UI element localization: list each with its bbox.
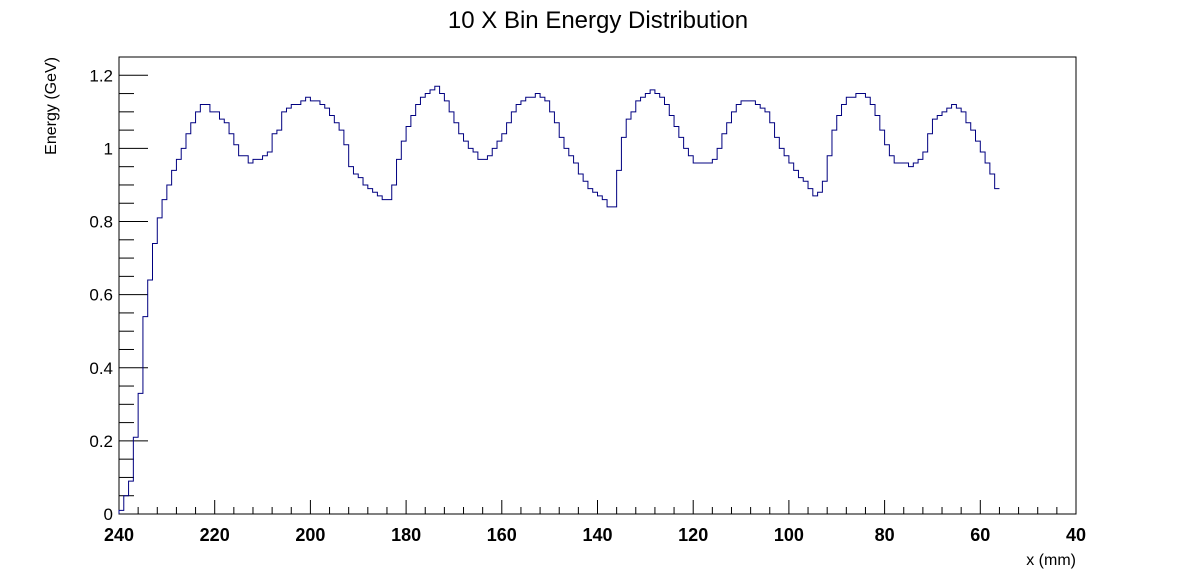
y-axis-label: Energy (GeV): [43, 57, 60, 155]
x-tick-label: 200: [295, 525, 325, 545]
y-tick-label: 0.2: [89, 432, 113, 451]
x-tick-label: 100: [774, 525, 804, 545]
chart-title: 10 X Bin Energy Distribution: [448, 7, 748, 34]
y-tick-label: 0.4: [89, 359, 113, 378]
y-tick-label: 0.6: [89, 286, 113, 305]
x-tick-label: 160: [487, 525, 517, 545]
x-tick-label: 120: [678, 525, 708, 545]
y-tick-label: 1.2: [89, 66, 113, 85]
x-axis-label: x (mm): [1026, 552, 1076, 569]
y-tick-label: 0.8: [89, 213, 113, 232]
x-tick-label: 240: [104, 525, 134, 545]
x-tick-label: 140: [582, 525, 612, 545]
x-tick-label: 80: [875, 525, 895, 545]
y-tick-label: 0: [104, 505, 113, 524]
x-tick-label: 220: [200, 525, 230, 545]
x-tick-label: 180: [391, 525, 421, 545]
x-tick-label: 40: [1066, 525, 1086, 545]
y-tick-label: 1: [104, 139, 113, 158]
histogram-step-line: [118, 85, 1000, 514]
axes-layer: 240 220 200 180 160 140 120 100 80 60 40 0 0.2 0.4 0.6…: [89, 56, 1086, 545]
x-tick-label: 60: [970, 525, 990, 545]
